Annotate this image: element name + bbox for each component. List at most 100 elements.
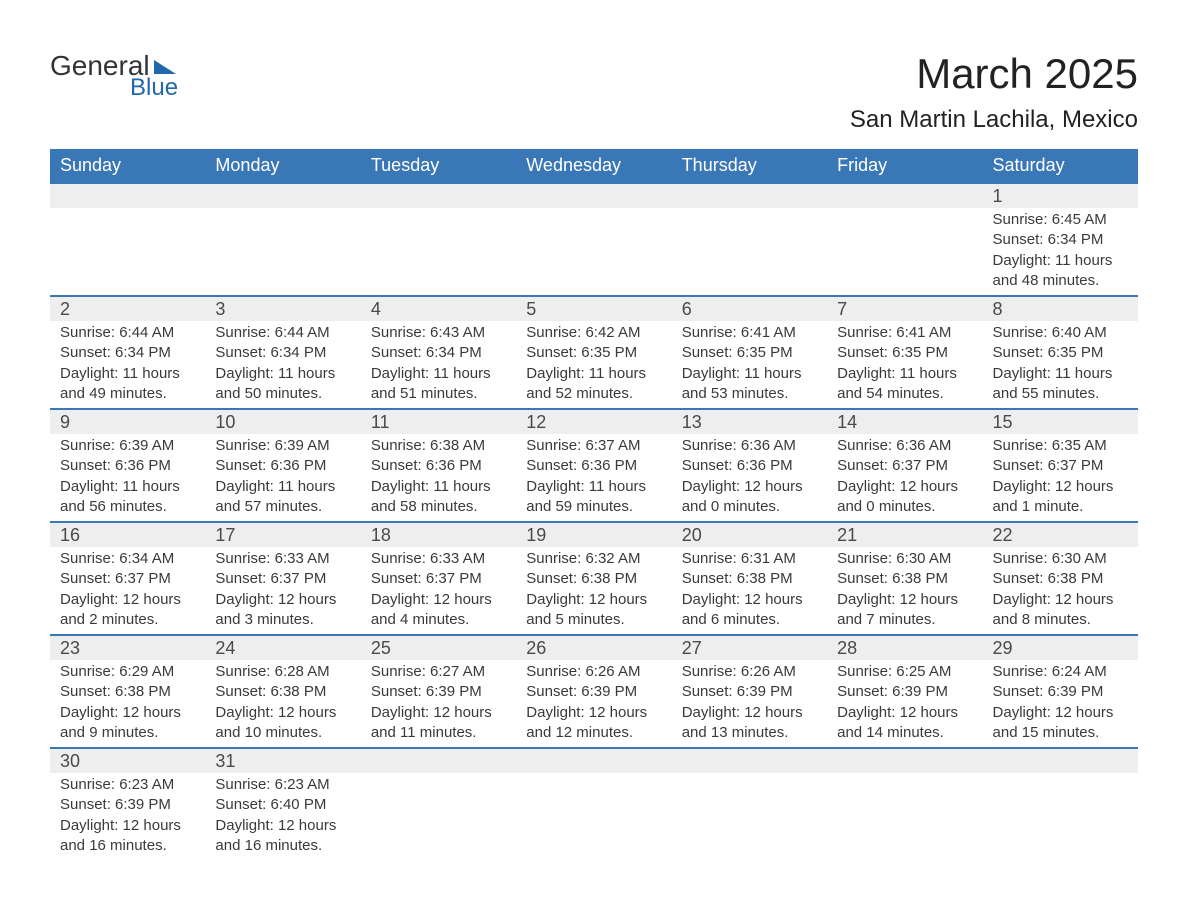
day-cell: 4Sunrise: 6:43 AMSunset: 6:34 PMDaylight… <box>361 296 516 409</box>
day-content: Sunrise: 6:35 AMSunset: 6:37 PMDaylight:… <box>983 434 1138 521</box>
day-content: Sunrise: 6:38 AMSunset: 6:36 PMDaylight:… <box>361 434 516 521</box>
sunset-text: Sunset: 6:35 PM <box>682 343 817 363</box>
day-content: Sunrise: 6:44 AMSunset: 6:34 PMDaylight:… <box>205 321 360 408</box>
daylight-text-1: Daylight: 12 hours <box>682 477 817 497</box>
sunrise-text: Sunrise: 6:35 AM <box>993 436 1128 456</box>
daylight-text-2: and 0 minutes. <box>837 497 972 517</box>
empty-day-number <box>205 184 360 208</box>
daylight-text-1: Daylight: 12 hours <box>215 816 350 836</box>
sunset-text: Sunset: 6:39 PM <box>993 682 1128 702</box>
sunrise-text: Sunrise: 6:23 AM <box>60 775 195 795</box>
week-row: 30Sunrise: 6:23 AMSunset: 6:39 PMDayligh… <box>50 748 1138 860</box>
sunrise-text: Sunrise: 6:30 AM <box>993 549 1128 569</box>
day-content: Sunrise: 6:41 AMSunset: 6:35 PMDaylight:… <box>672 321 827 408</box>
day-content: Sunrise: 6:32 AMSunset: 6:38 PMDaylight:… <box>516 547 671 634</box>
sunset-text: Sunset: 6:38 PM <box>837 569 972 589</box>
sunset-text: Sunset: 6:39 PM <box>682 682 817 702</box>
day-cell <box>361 183 516 296</box>
day-number: 7 <box>827 297 982 321</box>
day-number: 6 <box>672 297 827 321</box>
day-cell <box>50 183 205 296</box>
day-cell: 24Sunrise: 6:28 AMSunset: 6:38 PMDayligh… <box>205 635 360 748</box>
sunset-text: Sunset: 6:39 PM <box>837 682 972 702</box>
day-content: Sunrise: 6:24 AMSunset: 6:39 PMDaylight:… <box>983 660 1138 747</box>
day-number: 8 <box>983 297 1138 321</box>
day-cell: 27Sunrise: 6:26 AMSunset: 6:39 PMDayligh… <box>672 635 827 748</box>
daylight-text-1: Daylight: 12 hours <box>526 703 661 723</box>
daylight-text-1: Daylight: 12 hours <box>837 703 972 723</box>
sunrise-text: Sunrise: 6:26 AM <box>526 662 661 682</box>
daylight-text-2: and 54 minutes. <box>837 384 972 404</box>
day-cell: 30Sunrise: 6:23 AMSunset: 6:39 PMDayligh… <box>50 748 205 860</box>
weekday-thursday: Thursday <box>672 149 827 183</box>
sunset-text: Sunset: 6:40 PM <box>215 795 350 815</box>
day-cell: 26Sunrise: 6:26 AMSunset: 6:39 PMDayligh… <box>516 635 671 748</box>
sunrise-text: Sunrise: 6:24 AM <box>993 662 1128 682</box>
day-number: 14 <box>827 410 982 434</box>
day-content: Sunrise: 6:42 AMSunset: 6:35 PMDaylight:… <box>516 321 671 408</box>
daylight-text-2: and 9 minutes. <box>60 723 195 743</box>
empty-day-number <box>361 184 516 208</box>
day-content: Sunrise: 6:23 AMSunset: 6:40 PMDaylight:… <box>205 773 360 860</box>
day-content: Sunrise: 6:25 AMSunset: 6:39 PMDaylight:… <box>827 660 982 747</box>
empty-day-content <box>50 208 205 295</box>
sunrise-text: Sunrise: 6:25 AM <box>837 662 972 682</box>
day-content: Sunrise: 6:33 AMSunset: 6:37 PMDaylight:… <box>205 547 360 634</box>
sunrise-text: Sunrise: 6:37 AM <box>526 436 661 456</box>
day-number: 10 <box>205 410 360 434</box>
daylight-text-1: Daylight: 12 hours <box>837 590 972 610</box>
sunrise-text: Sunrise: 6:30 AM <box>837 549 972 569</box>
daylight-text-1: Daylight: 12 hours <box>60 703 195 723</box>
day-cell: 7Sunrise: 6:41 AMSunset: 6:35 PMDaylight… <box>827 296 982 409</box>
day-content: Sunrise: 6:27 AMSunset: 6:39 PMDaylight:… <box>361 660 516 747</box>
day-content: Sunrise: 6:30 AMSunset: 6:38 PMDaylight:… <box>827 547 982 634</box>
daylight-text-1: Daylight: 11 hours <box>215 364 350 384</box>
sunrise-text: Sunrise: 6:44 AM <box>215 323 350 343</box>
empty-day-number <box>516 184 671 208</box>
daylight-text-2: and 16 minutes. <box>215 836 350 856</box>
daylight-text-1: Daylight: 11 hours <box>371 364 506 384</box>
day-content: Sunrise: 6:36 AMSunset: 6:36 PMDaylight:… <box>672 434 827 521</box>
sunset-text: Sunset: 6:38 PM <box>526 569 661 589</box>
day-cell: 25Sunrise: 6:27 AMSunset: 6:39 PMDayligh… <box>361 635 516 748</box>
daylight-text-2: and 59 minutes. <box>526 497 661 517</box>
day-cell: 6Sunrise: 6:41 AMSunset: 6:35 PMDaylight… <box>672 296 827 409</box>
title-block: March 2025 San Martin Lachila, Mexico <box>850 50 1138 134</box>
sunset-text: Sunset: 6:35 PM <box>837 343 972 363</box>
daylight-text-1: Daylight: 12 hours <box>837 477 972 497</box>
day-content: Sunrise: 6:33 AMSunset: 6:37 PMDaylight:… <box>361 547 516 634</box>
day-content: Sunrise: 6:36 AMSunset: 6:37 PMDaylight:… <box>827 434 982 521</box>
sunset-text: Sunset: 6:38 PM <box>60 682 195 702</box>
logo: General Blue <box>50 50 178 102</box>
day-cell: 1Sunrise: 6:45 AMSunset: 6:34 PMDaylight… <box>983 183 1138 296</box>
week-row: 2Sunrise: 6:44 AMSunset: 6:34 PMDaylight… <box>50 296 1138 409</box>
day-cell: 9Sunrise: 6:39 AMSunset: 6:36 PMDaylight… <box>50 409 205 522</box>
day-number: 30 <box>50 749 205 773</box>
daylight-text-1: Daylight: 12 hours <box>60 590 195 610</box>
day-number: 17 <box>205 523 360 547</box>
daylight-text-1: Daylight: 11 hours <box>60 477 195 497</box>
day-number: 31 <box>205 749 360 773</box>
daylight-text-1: Daylight: 12 hours <box>215 590 350 610</box>
day-number: 2 <box>50 297 205 321</box>
sunset-text: Sunset: 6:34 PM <box>993 230 1128 250</box>
daylight-text-1: Daylight: 11 hours <box>371 477 506 497</box>
day-cell: 10Sunrise: 6:39 AMSunset: 6:36 PMDayligh… <box>205 409 360 522</box>
daylight-text-2: and 1 minute. <box>993 497 1128 517</box>
logo-text-blue: Blue <box>130 74 178 102</box>
day-content: Sunrise: 6:26 AMSunset: 6:39 PMDaylight:… <box>516 660 671 747</box>
sunset-text: Sunset: 6:37 PM <box>371 569 506 589</box>
weekday-header-row: Sunday Monday Tuesday Wednesday Thursday… <box>50 149 1138 183</box>
day-cell: 20Sunrise: 6:31 AMSunset: 6:38 PMDayligh… <box>672 522 827 635</box>
sunset-text: Sunset: 6:36 PM <box>682 456 817 476</box>
day-content: Sunrise: 6:45 AMSunset: 6:34 PMDaylight:… <box>983 208 1138 295</box>
daylight-text-2: and 8 minutes. <box>993 610 1128 630</box>
day-number: 27 <box>672 636 827 660</box>
day-cell: 28Sunrise: 6:25 AMSunset: 6:39 PMDayligh… <box>827 635 982 748</box>
day-number: 15 <box>983 410 1138 434</box>
daylight-text-1: Daylight: 12 hours <box>526 590 661 610</box>
daylight-text-2: and 15 minutes. <box>993 723 1128 743</box>
day-cell <box>516 183 671 296</box>
day-cell: 19Sunrise: 6:32 AMSunset: 6:38 PMDayligh… <box>516 522 671 635</box>
day-cell: 16Sunrise: 6:34 AMSunset: 6:37 PMDayligh… <box>50 522 205 635</box>
